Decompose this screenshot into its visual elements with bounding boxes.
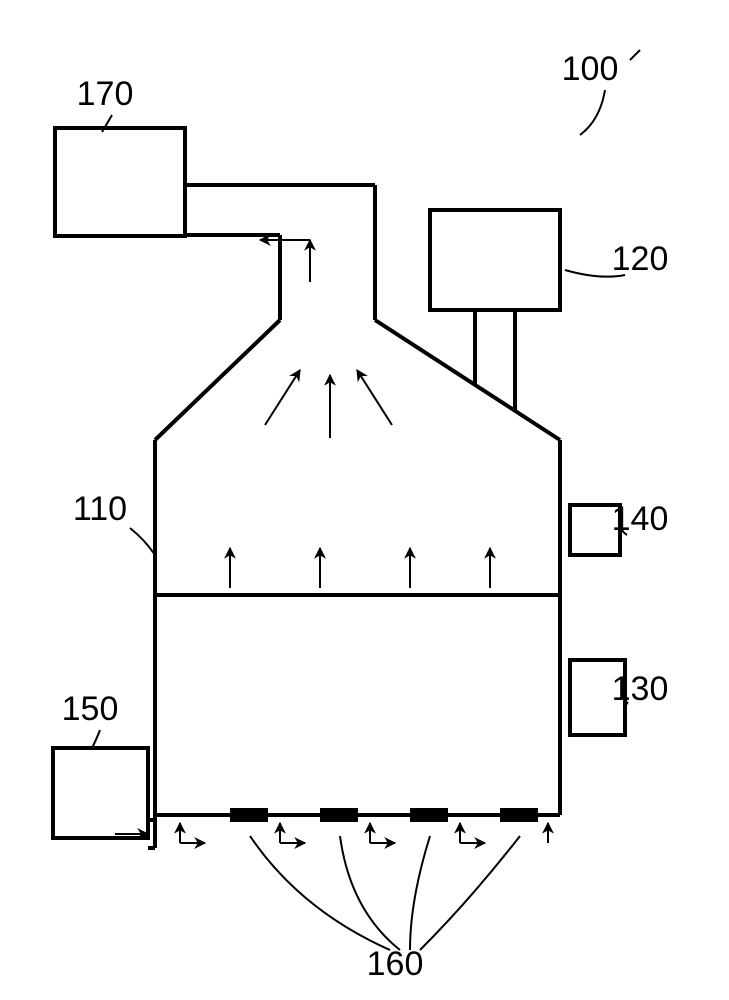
leader-nozzle-2 [410, 836, 430, 950]
nozzle-3 [500, 808, 538, 822]
nozzle-0 [230, 808, 268, 822]
nozzle-2 [410, 808, 448, 822]
leader-chamber [130, 528, 155, 555]
box-inlet [53, 748, 148, 838]
box-top_right [430, 210, 560, 310]
leader-inlet [92, 730, 100, 748]
label-side_lower: 130 [612, 670, 669, 708]
arrow-taper-2 [357, 370, 392, 425]
arrow-taper-0 [265, 370, 300, 425]
label-top_right: 120 [612, 240, 669, 278]
leader-nozzle-0 [250, 836, 390, 950]
leader-assembly-tick [630, 50, 640, 60]
leader-assembly [580, 90, 605, 135]
leader-nozzle-1 [340, 836, 400, 950]
nozzle-1 [320, 808, 358, 822]
label-nozzles: 160 [367, 945, 424, 983]
leader-nozzle-3 [420, 836, 520, 950]
label-assembly: 100 [562, 50, 619, 88]
label-exhaust: 170 [77, 75, 134, 113]
box-exhaust [55, 128, 185, 236]
label-inlet: 150 [62, 690, 119, 728]
label-chamber: 110 [73, 490, 127, 528]
label-side_upper: 140 [612, 500, 669, 538]
